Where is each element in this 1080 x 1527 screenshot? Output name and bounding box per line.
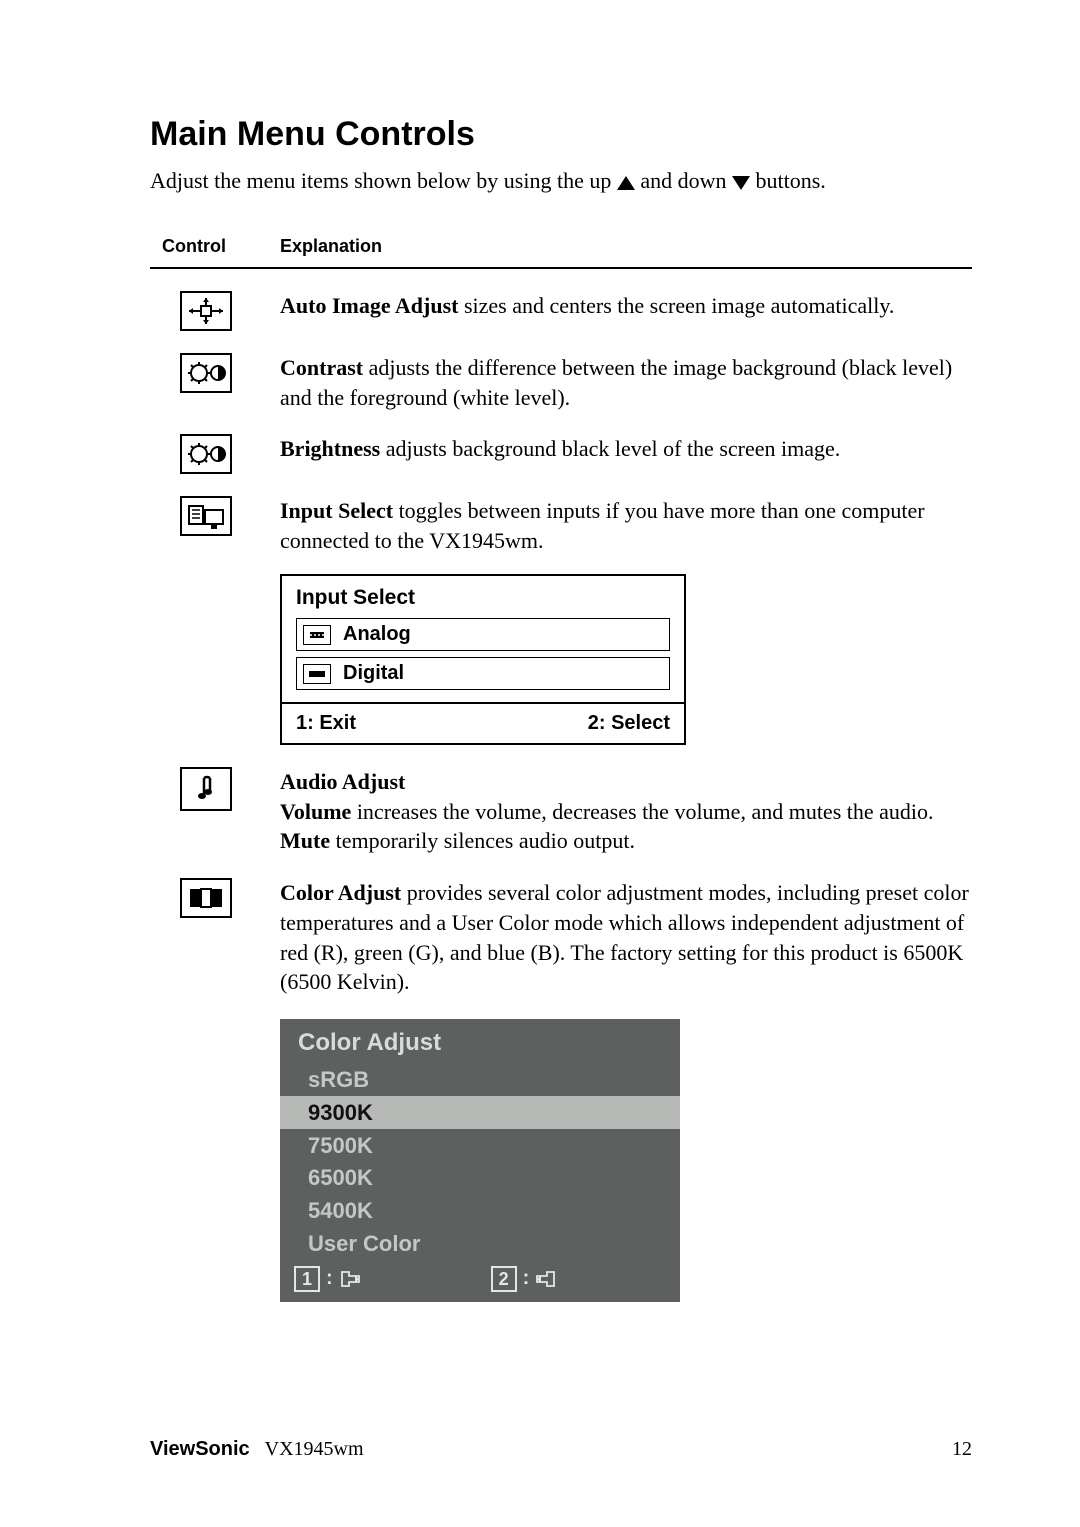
- triangle-down-icon: [732, 176, 750, 190]
- cap-list: sRGB9300K7500K6500K5400KUser Color: [280, 1063, 680, 1259]
- isp-foot-right: 2: Select: [588, 710, 670, 737]
- intro-mid: and down: [640, 168, 732, 193]
- text-brightness: adjusts background black level of the sc…: [380, 436, 840, 461]
- cap-item: 7500K: [280, 1129, 680, 1162]
- th-control: Control: [150, 236, 280, 257]
- isp-item-digital: Digital: [296, 657, 670, 690]
- term-color: Color Adjust: [280, 880, 401, 905]
- cap-key2-box: 2: [491, 1266, 517, 1292]
- table-header: Control Explanation: [150, 236, 972, 269]
- th-explanation: Explanation: [280, 236, 972, 257]
- row-audio: Audio Adjust Volume increases the volume…: [150, 767, 972, 856]
- cap-key1-box: 1: [294, 1266, 320, 1292]
- text-mute: temporarily silences audio output.: [330, 828, 635, 853]
- cap-item: 9300K: [280, 1096, 680, 1129]
- term-audio: Audio Adjust: [280, 769, 405, 794]
- cap-footer: 1 : 2 :: [280, 1259, 680, 1302]
- row-input-select: Input Select toggles between inputs if y…: [150, 496, 972, 745]
- color-adjust-icon: [180, 878, 232, 918]
- text-volume: increases the volume, decreases the volu…: [351, 799, 933, 824]
- triangle-up-icon: [617, 176, 635, 190]
- term-volume: Volume: [280, 799, 351, 824]
- text-contrast: adjusts the difference between the image…: [280, 355, 952, 410]
- row-auto-image: Auto Image Adjust sizes and centers the …: [150, 291, 972, 331]
- cap-key-2: 2 :: [491, 1265, 558, 1292]
- cap-item: sRGB: [280, 1063, 680, 1096]
- cap-key-1: 1 :: [294, 1265, 361, 1292]
- term-contrast: Contrast: [280, 355, 363, 380]
- row-brightness: Brightness adjusts background black leve…: [150, 434, 972, 474]
- exit-arrow-icon: [339, 1270, 361, 1288]
- audio-adjust-icon: [180, 767, 232, 811]
- footer-page: 12: [952, 1438, 972, 1461]
- row-contrast: Contrast adjusts the difference between …: [150, 353, 972, 412]
- isp-footer: 1: Exit 2: Select: [282, 702, 684, 743]
- brightness-icon: [180, 434, 232, 474]
- auto-image-adjust-icon: [180, 291, 232, 331]
- footer-brand: ViewSonic: [150, 1438, 250, 1460]
- term-input: Input Select: [280, 498, 393, 523]
- page-footer: ViewSonic VX1945wm 12: [150, 1438, 972, 1461]
- cap-item: User Color: [280, 1227, 680, 1260]
- analog-mini-icon: [303, 625, 331, 645]
- cap-item: 6500K: [280, 1161, 680, 1194]
- intro-text: Adjust the menu items shown below by usi…: [150, 168, 972, 194]
- footer-model: VX1945wm: [265, 1438, 364, 1460]
- digital-mini-icon: [303, 664, 331, 684]
- isp-title: Input Select: [282, 576, 684, 618]
- intro-prefix: Adjust the menu items shown below by usi…: [150, 168, 617, 193]
- color-adjust-panel: Color Adjust sRGB9300K7500K6500K5400KUse…: [280, 1019, 680, 1303]
- term-mute: Mute: [280, 828, 330, 853]
- input-select-panel: Input Select Analog Digital: [280, 574, 686, 745]
- cap-title: Color Adjust: [280, 1019, 680, 1063]
- intro-suffix: buttons.: [756, 168, 826, 193]
- row-color: Color Adjust provides several color adju…: [150, 878, 972, 1302]
- term-brightness: Brightness: [280, 436, 380, 461]
- input-select-icon: [180, 496, 232, 536]
- isp-label-digital: Digital: [343, 660, 404, 687]
- enter-arrow-icon: [535, 1270, 557, 1288]
- isp-foot-left: 1: Exit: [296, 710, 356, 737]
- text-auto: sizes and centers the screen image autom…: [458, 293, 894, 318]
- term-auto: Auto Image Adjust: [280, 293, 458, 318]
- isp-label-analog: Analog: [343, 621, 411, 648]
- isp-item-analog: Analog: [296, 618, 670, 651]
- page-heading: Main Menu Controls: [150, 115, 972, 154]
- contrast-icon: [180, 353, 232, 393]
- document-page: Main Menu Controls Adjust the menu items…: [0, 0, 1080, 1527]
- cap-item: 5400K: [280, 1194, 680, 1227]
